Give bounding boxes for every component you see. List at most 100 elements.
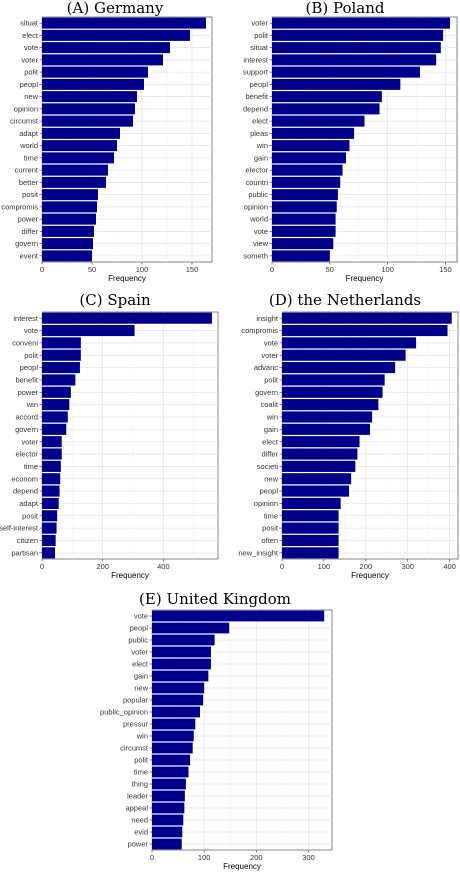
- category-label: posit: [22, 190, 39, 199]
- bar-time: [42, 152, 114, 164]
- category-label: public: [128, 636, 148, 645]
- category-label: govern: [255, 388, 278, 397]
- bar-gain: [272, 152, 346, 164]
- category-label: differ: [261, 450, 278, 459]
- plot-area: [41, 16, 213, 263]
- category-label: opinion: [254, 499, 278, 508]
- category-label: citizen: [17, 536, 38, 545]
- x-axis-label: Frequency: [108, 274, 146, 283]
- bar-posit: [282, 522, 339, 534]
- bar-voter: [282, 349, 406, 361]
- x-tick-label: 100: [136, 265, 149, 274]
- bar-situat: [42, 17, 206, 29]
- x-tick-label: 400: [443, 562, 456, 571]
- panel-united-kingdom: (E) United Kingdom vote peopl public voter el…: [100, 590, 333, 871]
- bar-depend: [272, 103, 380, 115]
- bar-event: [42, 250, 92, 262]
- category-label: polit: [24, 68, 39, 77]
- category-label: interest: [243, 55, 269, 64]
- bar-insight: [282, 312, 452, 324]
- bar-posit: [42, 510, 58, 522]
- bar-power: [42, 213, 96, 225]
- bar-often: [282, 534, 339, 547]
- category-label: support: [243, 68, 269, 77]
- category-label: new_insight: [238, 548, 279, 557]
- category-label: posit: [22, 511, 39, 520]
- category-label: polit: [134, 756, 149, 765]
- category-label: pressur: [123, 720, 149, 729]
- bar-new: [282, 473, 352, 485]
- category-label: conveni: [12, 338, 38, 347]
- bar-differ: [282, 448, 358, 460]
- bar-peopl: [152, 622, 230, 634]
- category-label: voter: [21, 55, 38, 64]
- bar-voter: [152, 646, 211, 658]
- bar-accord: [42, 411, 68, 423]
- bar-differ: [42, 225, 94, 237]
- bar-peopl: [42, 78, 144, 90]
- plot-area: [151, 609, 333, 851]
- bar-opinion: [282, 497, 341, 509]
- category-label: power: [18, 215, 39, 224]
- x-tick-label: 0: [280, 562, 284, 571]
- x-axis-label: Frequency: [223, 862, 261, 871]
- bar-better: [42, 176, 106, 188]
- x-tick-label: 300: [401, 562, 414, 571]
- x-tick-label: 0: [40, 562, 44, 571]
- category-label: polit: [24, 351, 39, 360]
- bar-elector: [272, 164, 343, 176]
- category-label: power: [18, 388, 39, 397]
- category-label: peopl: [20, 363, 39, 372]
- category-label: coalit: [260, 400, 278, 409]
- bar-benefit: [42, 374, 76, 386]
- category-label: vote: [134, 612, 148, 621]
- category-label: view: [253, 239, 269, 248]
- category-label: time: [134, 768, 148, 777]
- category-label: win: [256, 141, 268, 150]
- category-label: opinion: [14, 104, 38, 113]
- category-label: adapt: [19, 129, 39, 138]
- bar-vote: [42, 324, 135, 337]
- category-label: elector: [15, 450, 38, 459]
- category-label: win: [136, 732, 148, 741]
- x-tick-label: 150: [439, 265, 452, 274]
- category-label: opinion: [244, 202, 268, 211]
- plot-area: [41, 311, 219, 560]
- bar-polit: [42, 349, 81, 361]
- bar-self-interest: [42, 522, 57, 534]
- bar-interest: [272, 54, 437, 66]
- bar-win: [272, 140, 350, 152]
- category-label: win: [266, 413, 278, 422]
- bar-current: [42, 164, 108, 176]
- x-axis-label: Frequency: [346, 274, 384, 283]
- x-tick-label: 200: [360, 562, 373, 571]
- bar-adapt: [42, 497, 59, 509]
- category-label: often: [261, 536, 278, 545]
- bar-public: [152, 634, 215, 646]
- bar-leader: [152, 790, 185, 802]
- bar-polit: [282, 374, 385, 386]
- bar-circumst: [152, 742, 193, 754]
- bar-win: [152, 730, 194, 742]
- category-label: self-interest: [0, 524, 39, 533]
- category-label: vote: [24, 43, 38, 52]
- bar-voter: [272, 17, 451, 29]
- bar-elect: [282, 436, 360, 448]
- x-tick-label: 150: [186, 265, 199, 274]
- category-label: compromis: [241, 326, 278, 335]
- panel-germany: (A) Germany situat elect vote voter polit peop…: [1, 0, 213, 283]
- bar-vote: [272, 225, 336, 237]
- category-label: voter: [21, 437, 38, 446]
- bar-conveni: [42, 337, 81, 349]
- category-label: pleas: [250, 129, 268, 138]
- category-label: advanc: [254, 363, 278, 372]
- category-label: situat: [250, 43, 269, 52]
- category-label: polit: [254, 31, 269, 40]
- bar-peopl: [42, 362, 80, 374]
- category-label: current: [15, 166, 39, 175]
- bar-advanc: [282, 362, 396, 374]
- category-label: need: [131, 816, 148, 825]
- category-label: gain: [134, 672, 148, 681]
- panel-netherlands: (D) the Netherlands insight compromis vote v…: [238, 292, 459, 580]
- category-label: leader: [127, 792, 148, 801]
